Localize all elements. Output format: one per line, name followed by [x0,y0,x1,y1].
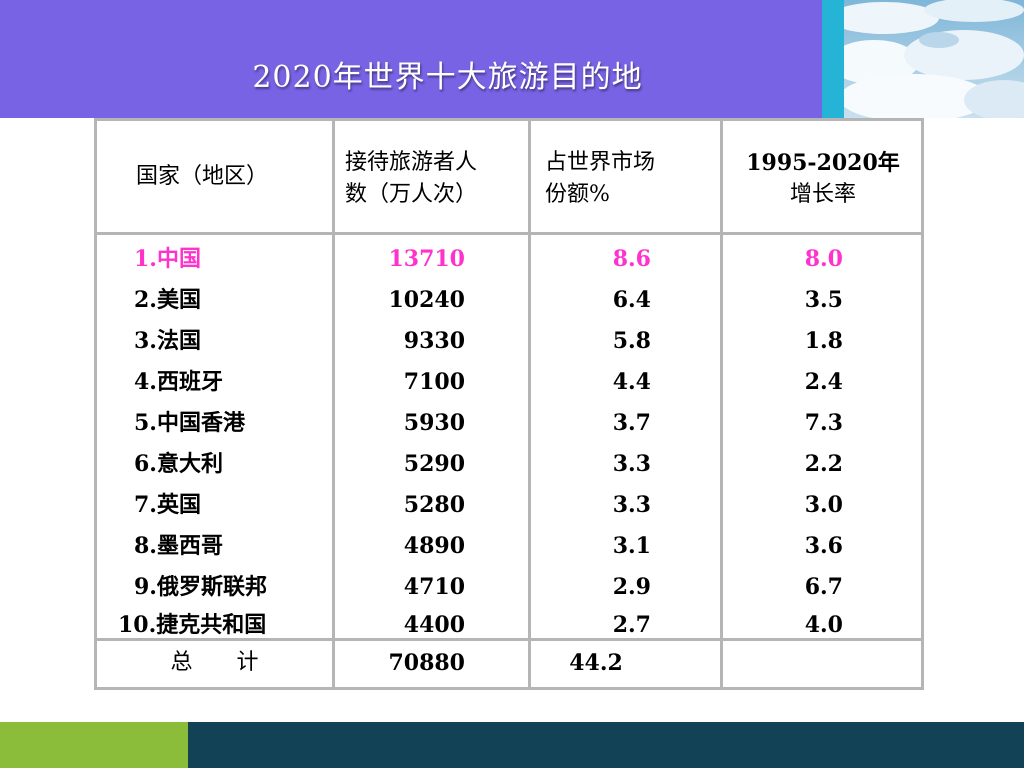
row-growth: 3.0 [804,492,843,518]
row-share: 6.4 [612,287,651,313]
row-growth: 1.8 [804,328,843,354]
row-country: 1.中国 [134,246,201,272]
header-share-line2: 份额% [545,182,610,207]
header-growth-line2: 增长率 [789,182,856,207]
header-divider [94,232,924,235]
header-share-line1: 占世界市场 [545,150,656,175]
row-share: 4.4 [612,369,651,395]
row-share: 5.8 [612,328,651,354]
total-divider [94,638,924,641]
header-visitors-line2: 数（万人次） [345,182,478,207]
accent-strip [822,0,844,118]
table-divider [720,118,723,690]
title-bar [0,0,822,118]
row-growth: 2.4 [804,369,843,395]
row-country: 9.俄罗斯联邦 [134,574,267,600]
total-visitors: 70880 [388,650,465,676]
row-growth: 2.2 [804,451,843,477]
row-share: 3.7 [612,410,651,436]
row-growth: 3.5 [804,287,843,313]
row-share: 3.3 [612,451,651,477]
row-share: 2.9 [612,574,651,600]
row-growth: 8.0 [804,246,843,272]
data-table [94,118,924,690]
row-visitors: 5290 [403,451,465,477]
row-country: 4.西班牙 [134,369,223,395]
page-title: 2020年世界十大旅游目的地 [252,60,643,95]
total-label: 总 计 [170,650,259,675]
table-divider [528,118,531,690]
snow-landscape-image [844,0,1024,118]
row-growth: 7.3 [804,410,843,436]
row-country: 3.法国 [134,328,201,354]
row-share: 3.1 [612,533,651,559]
row-visitors: 10240 [388,287,465,313]
row-visitors: 5280 [403,492,465,518]
row-visitors: 13710 [388,246,465,272]
row-share: 2.7 [612,612,651,638]
row-country: 10.捷克共和国 [118,612,267,638]
row-country: 7.英国 [134,492,201,518]
row-growth: 4.0 [804,612,843,638]
row-visitors: 5930 [403,410,465,436]
row-country: 5.中国香港 [134,410,245,436]
row-visitors: 4400 [403,612,465,638]
header-growth-line1: 1995-2020年 [746,150,900,176]
row-visitors: 4890 [403,533,465,559]
row-visitors: 7100 [403,369,465,395]
footer-green-bar [0,722,188,768]
row-visitors: 9330 [403,328,465,354]
row-share: 8.6 [612,246,651,272]
row-growth: 3.6 [804,533,843,559]
row-visitors: 4710 [403,574,465,600]
row-country: 8.墨西哥 [134,533,223,559]
row-share: 3.3 [612,492,651,518]
row-country: 2.美国 [134,287,201,313]
table-divider [332,118,335,690]
row-growth: 6.7 [804,574,843,600]
header-visitors-line1: 接待旅游者人 [345,150,478,175]
header-country: 国家（地区） [136,164,269,189]
total-share: 44.2 [569,650,623,676]
footer-navy-bar [188,722,1024,768]
row-country: 6.意大利 [134,451,223,477]
